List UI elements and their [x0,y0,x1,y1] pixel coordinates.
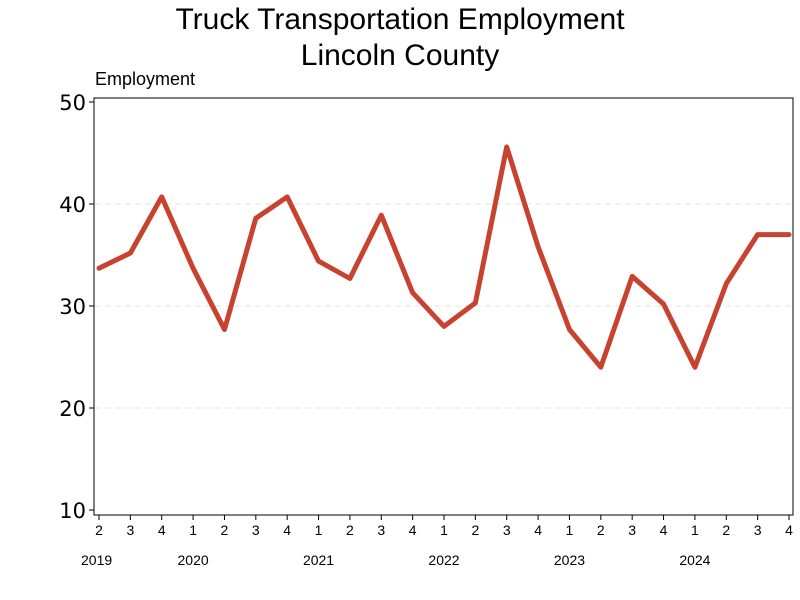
x-tick-label-quarter: 4 [158,522,166,538]
data-point [347,276,353,281]
x-tick-label-quarter: 1 [189,522,197,538]
x-tick-label-quarter: 1 [440,522,448,538]
x-tick-label-quarter: 4 [660,522,668,538]
x-axis: 2 3 4 1 2 3 4 1 2 3 4 1 2 3 4 1 2 3 4 1 2 3 4 2019 2020 2021 2022 2… [81,515,793,568]
data-point [504,144,509,150]
x-year-label: 2021 [303,552,334,568]
data-point [159,194,164,200]
data-point [222,327,227,332]
chart-title-line-1: Truck Transportation Employment [175,3,625,36]
x-tick-label-quarter: 4 [409,522,417,538]
x-tick-label-quarter: 1 [566,522,574,538]
x-tick-label-quarter: 3 [628,522,636,538]
y-axis: 10 20 30 40 50 [59,91,94,523]
y-axis-label: Employment [95,69,196,89]
x-tick-label-quarter: 2 [95,522,103,538]
series-line [96,144,792,370]
x-tick-label-quarter: 1 [315,522,323,538]
x-tick-label-quarter: 2 [346,522,354,538]
y-tick-label: 10 [59,499,86,523]
data-point [661,301,666,307]
x-year-label: 2022 [428,552,459,568]
x-tick-label-quarter: 4 [785,522,793,538]
y-tick-label: 30 [59,295,86,319]
data-point [629,274,635,279]
data-point [253,216,259,221]
data-point [755,232,760,237]
x-year-label: 2024 [679,552,710,568]
data-point [724,281,729,286]
y-tick-label: 40 [59,193,86,217]
x-tick-label-quarter: 3 [503,522,511,538]
x-year-label: 2023 [554,552,585,568]
x-tick-label-quarter: 3 [126,522,134,538]
data-point [535,244,541,250]
data-point [567,327,572,332]
x-tick-label-quarter: 2 [722,522,730,538]
x-tick-label-quarter: 2 [471,522,479,538]
gridlines [95,203,792,409]
x-tick-label-quarter: 3 [754,522,762,538]
x-tick-label-quarter: 3 [252,522,260,538]
x-year-label: 2019 [81,552,112,568]
x-tick-label-quarter: 3 [377,522,385,538]
data-point [786,232,792,237]
data-point [410,290,415,295]
data-point [316,258,321,264]
data-point [284,194,290,200]
x-tick-label-quarter: 4 [534,522,542,538]
data-point [598,365,604,370]
data-point [190,266,196,271]
y-tick-label: 50 [59,91,86,115]
x-tick-label-quarter: 4 [283,522,291,538]
y-tick-label: 20 [59,397,86,421]
data-point [379,213,384,218]
series-layer [96,144,792,370]
x-tick-label-quarter: 2 [221,522,229,538]
x-tick-label-quarter: 1 [691,522,699,538]
chart-title-line-2: Lincoln County [300,39,500,72]
data-point [692,365,698,370]
chart-title: Truck Transportation Employment Lincoln … [0,2,800,74]
data-point [96,266,102,271]
data-point [441,324,447,329]
x-year-label: 2020 [178,552,209,568]
data-point [128,250,133,256]
x-tick-label-quarter: 2 [597,522,605,538]
data-point [473,300,478,306]
